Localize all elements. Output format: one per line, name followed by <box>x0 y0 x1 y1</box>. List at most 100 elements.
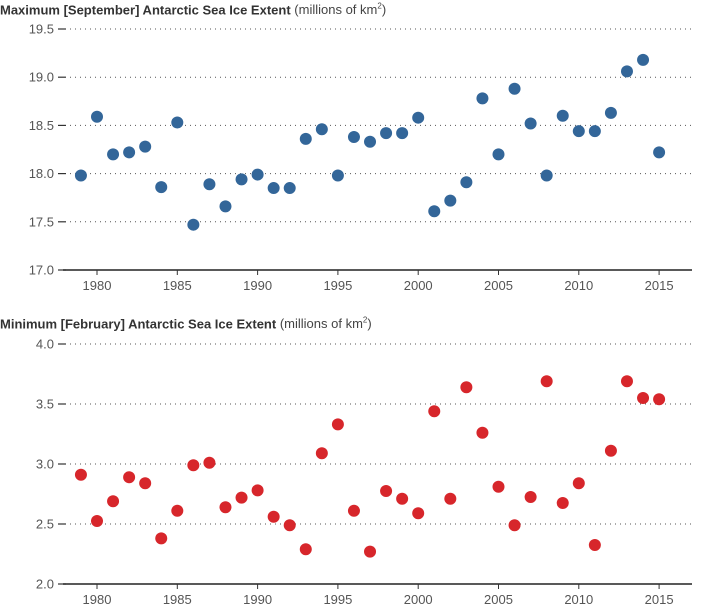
data-point-1984 <box>155 181 168 194</box>
data-point-2004 <box>476 426 489 439</box>
top-scatter-chart: 17.0 17.5 18.0 18.5 19.0 19.5 1980 1985 1990 1995… <box>29 22 692 293</box>
data-point-1981 <box>107 495 120 508</box>
x-tick-label: 1985 <box>163 278 192 293</box>
x-tick-label: 1995 <box>323 592 352 607</box>
x-tick-label: 1990 <box>243 592 272 607</box>
data-point-2011 <box>588 125 601 138</box>
data-point-1982 <box>123 146 136 159</box>
x-tick-label: 2005 <box>484 278 513 293</box>
x-tick-label: 2010 <box>564 278 593 293</box>
y-tick-label: 19.0 <box>29 70 54 85</box>
data-point-1998 <box>380 485 393 497</box>
x-tick-label: 2000 <box>404 278 433 293</box>
data-point-1983 <box>139 140 152 153</box>
x-tick-label: 2000 <box>404 592 433 607</box>
data-point-1987 <box>203 456 216 469</box>
data-point-1979 <box>74 468 87 481</box>
data-point-2000 <box>412 111 425 124</box>
x-tick-label: 2005 <box>484 592 513 607</box>
data-point-1994 <box>315 123 328 136</box>
data-point-2002 <box>444 492 457 505</box>
x-tick-label: 1985 <box>163 592 192 607</box>
data-point-1985 <box>171 116 184 129</box>
data-point-2015 <box>653 146 666 159</box>
bottom-chart-title-main: Minimum [February] Antarctic Sea Ice Ext… <box>0 316 277 332</box>
data-point-2009 <box>556 497 569 509</box>
data-point-2001 <box>428 205 441 218</box>
data-point-2015 <box>653 393 666 406</box>
top-chart-title: Maximum [September] Antarctic Sea Ice Ex… <box>0 2 386 17</box>
data-point-1985 <box>171 504 184 517</box>
data-point-2000 <box>412 507 425 520</box>
top-chart-title-unit: (millions of km2) <box>294 2 387 18</box>
data-point-1983 <box>139 477 152 490</box>
data-point-1999 <box>396 127 409 140</box>
data-point-1998 <box>380 127 393 140</box>
data-point-2014 <box>637 53 650 66</box>
data-point-1992 <box>283 182 296 195</box>
x-tick-label: 1980 <box>83 592 112 607</box>
x-tick-label: 1990 <box>243 278 272 293</box>
data-point-2006 <box>508 82 521 95</box>
data-point-2004 <box>476 92 489 105</box>
data-point-2013 <box>620 375 633 388</box>
data-point-1990 <box>251 168 264 181</box>
data-point-1993 <box>299 132 312 145</box>
y-tick-label: 18.5 <box>29 118 54 133</box>
data-point-1997 <box>364 545 377 558</box>
bottom-scatter-chart: 2.0 2.5 3.0 3.5 4.0 1980 1985 1990 1995 2000 2005 2… <box>36 337 692 607</box>
data-point-2007 <box>524 117 537 130</box>
bottom-chart-title-unit: (millions of km2) <box>279 316 372 332</box>
data-point-1979 <box>74 169 87 182</box>
y-tick-label: 17.0 <box>29 263 54 278</box>
data-point-1993 <box>299 543 312 556</box>
data-point-2011 <box>588 539 601 551</box>
data-point-1980 <box>91 515 103 527</box>
data-point-2003 <box>460 381 473 394</box>
y-tick-label: 4.0 <box>36 337 54 352</box>
y-tick-label: 2.0 <box>36 577 54 592</box>
data-point-2010 <box>572 477 585 490</box>
data-point-2007 <box>524 491 537 503</box>
x-tick-label: 2015 <box>645 278 674 293</box>
data-point-1994 <box>315 447 328 460</box>
top-chart-title-main: Maximum [September] Antarctic Sea Ice Ex… <box>0 2 291 18</box>
data-point-2006 <box>508 519 521 532</box>
data-point-1989 <box>235 173 248 186</box>
data-point-2012 <box>604 444 617 457</box>
data-point-2001 <box>428 405 441 418</box>
data-point-1986 <box>187 459 200 472</box>
data-point-1988 <box>219 200 232 213</box>
y-tick-label: 3.0 <box>36 457 54 472</box>
y-tick-label: 19.5 <box>29 22 54 37</box>
data-point-1988 <box>219 501 232 514</box>
y-tick-label: 2.5 <box>36 517 54 532</box>
data-point-2013 <box>620 65 633 78</box>
data-point-2009 <box>556 109 569 122</box>
x-tick-label: 2010 <box>564 592 593 607</box>
data-point-2002 <box>444 194 457 207</box>
data-point-2003 <box>460 176 473 189</box>
data-point-1982 <box>123 471 136 484</box>
bottom-chart-title: Minimum [February] Antarctic Sea Ice Ext… <box>0 316 372 331</box>
data-point-1984 <box>155 532 168 545</box>
data-point-1995 <box>331 418 344 431</box>
data-point-1991 <box>267 182 280 195</box>
data-point-1989 <box>235 491 248 504</box>
data-point-2008 <box>540 375 553 388</box>
data-point-1991 <box>267 510 280 523</box>
data-point-1995 <box>331 169 344 182</box>
y-tick-label: 3.5 <box>36 397 54 412</box>
data-point-1980 <box>91 110 103 123</box>
data-point-1996 <box>347 130 360 143</box>
data-point-1986 <box>187 218 200 231</box>
y-tick-label: 18.0 <box>29 166 54 181</box>
data-point-1990 <box>251 484 264 497</box>
x-tick-label: 1980 <box>83 278 112 293</box>
data-point-1997 <box>364 135 377 148</box>
x-tick-label: 1995 <box>323 278 352 293</box>
data-point-2014 <box>637 392 650 404</box>
data-point-1981 <box>107 148 120 161</box>
data-point-2010 <box>572 125 585 138</box>
data-point-1996 <box>347 504 360 517</box>
